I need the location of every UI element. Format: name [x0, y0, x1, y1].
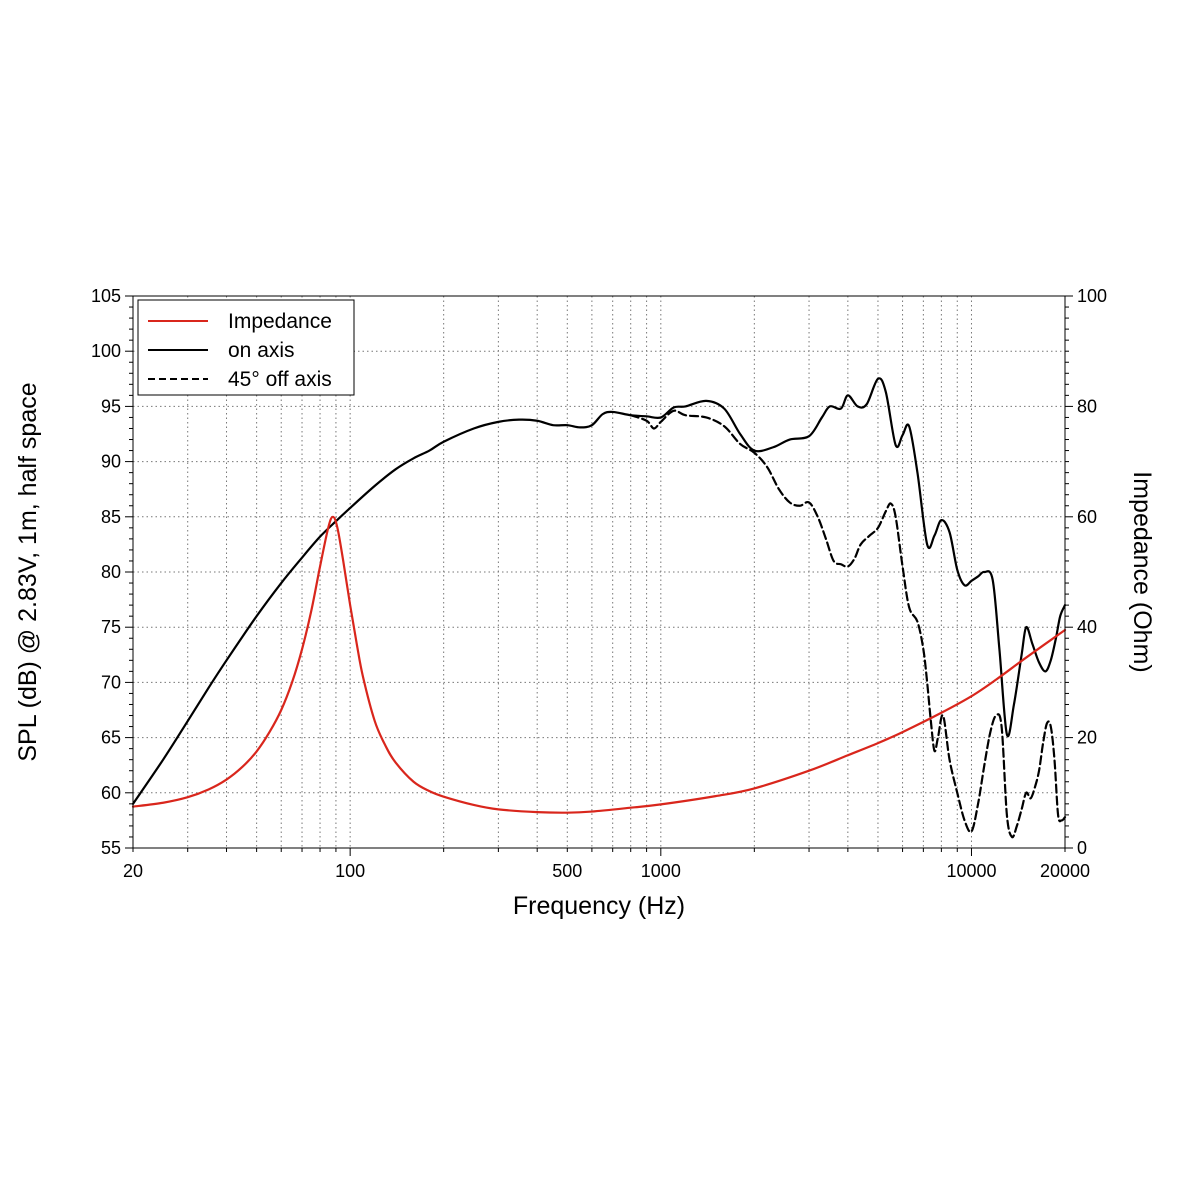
y-tick-label: 70	[101, 672, 121, 692]
x-axis-title: Frequency (Hz)	[513, 892, 685, 920]
grid	[133, 296, 1065, 848]
y2-tick-label: 40	[1077, 617, 1097, 637]
y-tick-label: 60	[101, 783, 121, 803]
y2-tick-label: 80	[1077, 396, 1097, 416]
legend: Impedance on axis 45° off axis	[137, 299, 355, 396]
y-tick-label: 55	[101, 838, 121, 858]
series-45-off-axis	[629, 409, 1067, 839]
x-tick-label: 100	[335, 861, 365, 881]
x-tick-label: 20000	[1040, 861, 1090, 881]
tick-labels: 55 60 65 70 75 80 85 90 95 100 105 0 20 40 60 80 100 20 10…	[91, 286, 1107, 881]
series-impedance	[131, 515, 1067, 814]
axis-ticks	[125, 295, 1073, 856]
y2-tick-label: 0	[1077, 838, 1087, 858]
y-tick-label: 95	[101, 396, 121, 416]
series-on-axis	[131, 377, 1067, 805]
y2-tick-label: 20	[1077, 728, 1097, 748]
y2-axis-title: Impedance (Ohm)	[1128, 471, 1156, 672]
y2-tick-label: 60	[1077, 507, 1097, 527]
y-axis-title: SPL (dB) @ 2.83V, 1m, half space	[14, 382, 42, 761]
x-tick-label: 10000	[946, 861, 996, 881]
legend-label-impedance: Impedance	[228, 310, 332, 333]
y-tick-label: 85	[101, 507, 121, 527]
y-tick-label: 65	[101, 728, 121, 748]
y-tick-label: 90	[101, 452, 121, 472]
x-tick-label: 500	[552, 861, 582, 881]
y-tick-label: 100	[91, 341, 121, 361]
y-tick-label: 80	[101, 562, 121, 582]
x-tick-label: 1000	[641, 861, 681, 881]
x-tick-label: 20	[123, 861, 143, 881]
legend-label-on-axis: on axis	[228, 339, 295, 362]
y2-tick-label: 100	[1077, 286, 1107, 306]
legend-label-45-off-axis: 45° off axis	[228, 368, 332, 391]
y-tick-label: 105	[91, 286, 121, 306]
plot-series	[131, 377, 1067, 839]
y-tick-label: 75	[101, 617, 121, 637]
